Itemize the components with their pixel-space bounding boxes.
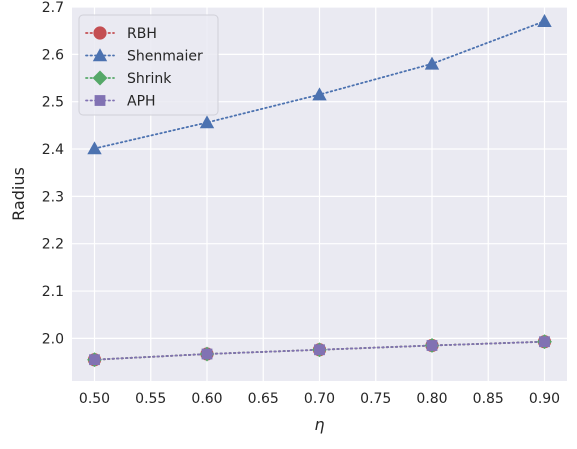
legend-label: Shenmaier: [127, 49, 203, 65]
legend-label: Shrink: [127, 71, 172, 87]
data-point: [426, 340, 438, 351]
x-tick-label: 0.85: [473, 391, 504, 407]
series-aph: [89, 336, 550, 366]
legend-item-shenmaier: Shenmaier: [85, 48, 203, 65]
x-tick-label: 0.80: [416, 391, 447, 407]
legend-label: RBH: [127, 26, 157, 42]
legend-item-rbh: RBH: [85, 26, 157, 42]
legend-box: [78, 14, 219, 116]
data-point: [314, 344, 325, 356]
legend-item-aph: APH: [85, 94, 156, 110]
data-series: [87, 14, 552, 368]
y-tick-label: 2.0: [42, 331, 64, 347]
y-tick-label: 2.2: [42, 237, 64, 253]
x-tick-label: 0.55: [135, 391, 166, 407]
data-point: [312, 87, 327, 101]
y-tick-label: 2.6: [42, 47, 64, 63]
y-tick-label: 2.5: [42, 95, 64, 111]
x-tick-label: 0.50: [79, 391, 110, 407]
data-point: [537, 14, 552, 27]
x-axis-label: η: [314, 415, 324, 434]
y-tick-label: 2.3: [42, 189, 64, 205]
y-axis-label: Radius: [9, 167, 28, 221]
legend-label: APH: [127, 94, 156, 110]
x-tick-label: 0.70: [304, 391, 335, 407]
x-tick-label: 0.65: [248, 391, 279, 407]
data-point: [199, 115, 215, 129]
x-tick-label: 0.60: [191, 391, 222, 407]
series-shenmaier: [87, 14, 552, 155]
legend-marker: [92, 48, 108, 62]
legend-marker: [93, 26, 107, 40]
legend: RBH Shenmaier Shrink APH: [78, 14, 219, 116]
legend-marker: [94, 95, 106, 106]
legend-marker: [92, 70, 108, 86]
legend-item-shrink: Shrink: [85, 70, 172, 87]
data-point: [89, 354, 100, 366]
x-tick-label: 0.75: [360, 391, 391, 407]
y-tick-label: 2.4: [42, 142, 64, 158]
data-point: [201, 348, 213, 360]
y-tick-label: 2.1: [42, 284, 64, 300]
data-point: [539, 336, 550, 348]
x-tick-label: 0.90: [529, 391, 560, 407]
tick-labels: 0.50 0.55 0.60 0.65 0.70 0.75 0.80 0.85 0.90 2.0 2…: [42, 0, 560, 407]
data-point: [424, 56, 440, 70]
y-tick-label: 2.7: [42, 0, 64, 16]
data-point: [87, 141, 102, 155]
